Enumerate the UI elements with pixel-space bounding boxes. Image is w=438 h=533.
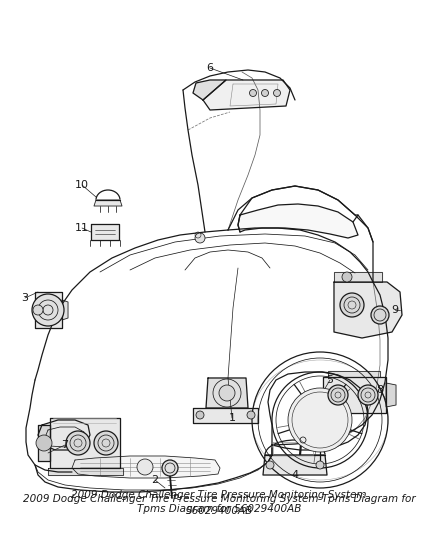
Circle shape — [196, 411, 204, 419]
Text: 11: 11 — [75, 223, 89, 233]
Circle shape — [316, 461, 324, 469]
Text: 4: 4 — [291, 470, 299, 480]
Text: 10: 10 — [75, 180, 89, 190]
Circle shape — [219, 385, 235, 401]
Circle shape — [247, 411, 255, 419]
Circle shape — [261, 90, 268, 96]
Circle shape — [195, 233, 205, 243]
Text: 6: 6 — [206, 63, 213, 73]
Circle shape — [340, 293, 364, 317]
Circle shape — [305, 405, 335, 435]
Circle shape — [342, 272, 352, 282]
Circle shape — [94, 431, 118, 455]
Circle shape — [288, 388, 352, 452]
Circle shape — [358, 385, 378, 405]
Text: Tpms Diagram for 56029400AB: Tpms Diagram for 56029400AB — [137, 504, 301, 514]
Circle shape — [162, 460, 178, 476]
Polygon shape — [263, 455, 327, 475]
Text: 1: 1 — [229, 413, 236, 423]
Polygon shape — [328, 371, 380, 377]
Circle shape — [266, 461, 274, 469]
Circle shape — [328, 385, 348, 405]
Polygon shape — [193, 80, 226, 100]
Circle shape — [32, 294, 64, 326]
Polygon shape — [62, 300, 68, 320]
Polygon shape — [35, 292, 62, 328]
Text: 5: 5 — [326, 375, 333, 385]
Polygon shape — [206, 378, 248, 408]
Circle shape — [250, 90, 257, 96]
Polygon shape — [94, 200, 122, 206]
Text: 9: 9 — [392, 305, 399, 315]
Polygon shape — [38, 425, 50, 461]
Circle shape — [33, 305, 43, 315]
Polygon shape — [238, 204, 358, 238]
Circle shape — [371, 306, 389, 324]
Polygon shape — [72, 456, 220, 478]
Circle shape — [36, 435, 52, 451]
Polygon shape — [386, 383, 396, 407]
Text: 7: 7 — [61, 440, 69, 450]
Text: 2: 2 — [152, 475, 159, 485]
Text: 2009 Dodge Challenger Tire Pressure Monitoring System: 2009 Dodge Challenger Tire Pressure Moni… — [71, 490, 367, 500]
Polygon shape — [323, 377, 386, 413]
Polygon shape — [334, 272, 382, 282]
Polygon shape — [334, 282, 402, 338]
Circle shape — [137, 459, 153, 475]
Text: 2009 Dodge Challenger Tire Pressure Monitoring System Tpms Diagram for 56029400A: 2009 Dodge Challenger Tire Pressure Moni… — [23, 494, 415, 516]
Polygon shape — [48, 468, 123, 475]
Polygon shape — [50, 418, 120, 468]
Text: 3: 3 — [21, 293, 28, 303]
Polygon shape — [203, 80, 290, 110]
Polygon shape — [193, 408, 258, 423]
Polygon shape — [38, 420, 90, 450]
Polygon shape — [91, 224, 119, 240]
Text: 8: 8 — [376, 385, 384, 395]
Circle shape — [66, 431, 90, 455]
Circle shape — [273, 90, 280, 96]
